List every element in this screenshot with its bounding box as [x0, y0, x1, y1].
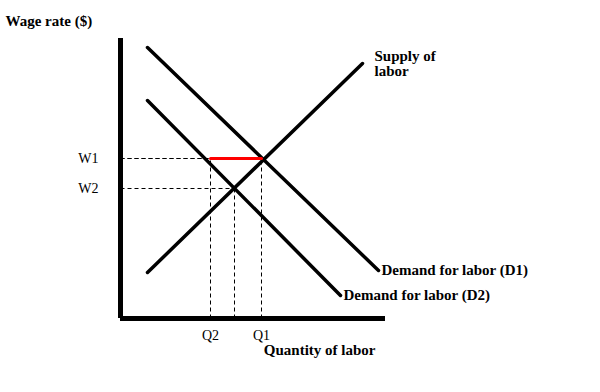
svg-text:Q2: Q2 [202, 328, 219, 343]
svg-text:W2: W2 [78, 181, 98, 196]
svg-text:W1: W1 [78, 151, 98, 166]
svg-text:Supply oflabor: Supply oflabor [375, 48, 437, 79]
svg-text:Demand for labor (D2): Demand for labor (D2) [344, 287, 491, 304]
svg-text:Wage rate ($): Wage rate ($) [6, 13, 93, 30]
svg-text:Q1: Q1 [252, 328, 271, 344]
svg-text:Demand for labor (D1): Demand for labor (D1) [382, 262, 529, 279]
svg-text:Quantity of labor: Quantity of labor [264, 342, 376, 358]
